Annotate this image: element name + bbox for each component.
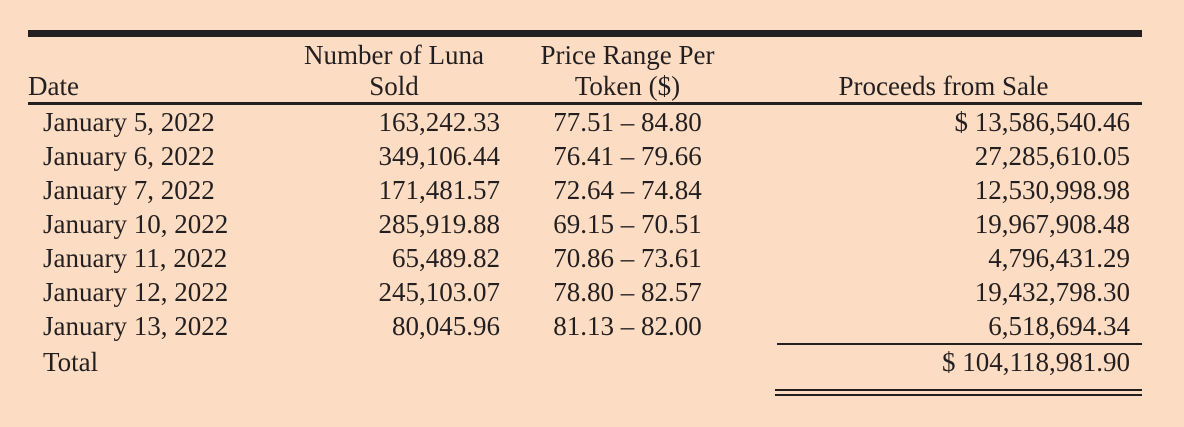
header-luna-sold: Number of Luna Sold [278,33,510,105]
total-single-rule: $ 104,118,981.90 [777,343,1142,379]
luna-sold-cell: 171,481.57 [378,175,501,205]
luna-sold-cell: 285,919.88 [378,209,501,239]
proceeds-cell: 12,530,998.98 [974,175,1130,205]
price-range-cell: 69.15 – 70.51 [553,209,702,239]
proceeds-cell: 27,285,610.05 [974,141,1130,171]
luna-sold-cell: 65,489.82 [392,243,500,273]
luna-sales-table: Date Number of Luna Sold Price Range Per… [28,30,1142,396]
price-range-cell: 78.80 – 82.57 [553,277,702,307]
date-cell: January 11, 2022 [43,243,228,273]
table-row: January 10, 2022 285,919.88 69.15 – 70.5… [28,207,1142,241]
price-range-cell: 76.41 – 79.66 [553,141,702,171]
total-luna-empty-cell [278,343,510,379]
table-row: January 6, 2022 349,106.44 76.41 – 79.66… [28,139,1142,173]
total-label: Total [43,347,99,377]
total-row: Total $ 104,118,981.90 [28,343,1142,379]
table-row: January 11, 2022 65,489.82 70.86 – 73.61… [28,241,1142,275]
header-row: Date Number of Luna Sold Price Range Per… [28,33,1142,105]
date-cell: January 13, 2022 [43,311,229,341]
date-cell: January 10, 2022 [43,209,229,239]
date-cell: January 6, 2022 [43,141,215,171]
table-row: January 5, 2022 163,242.33 77.51 – 84.80… [28,104,1142,140]
table-header: Date Number of Luna Sold Price Range Per… [28,33,1142,105]
header-date: Date [28,33,278,105]
header-luna-sold-line2: Sold [369,71,419,101]
proceeds-cell: 19,967,908.48 [974,209,1130,239]
header-proceeds: Proceeds from Sale [745,33,1142,105]
total-proceeds-value: $ 104,118,981.90 [942,347,1130,377]
total-price-empty-cell [510,343,745,379]
header-price-range-line2: Token ($) [574,71,681,101]
date-cell: January 7, 2022 [43,175,215,205]
total-proceeds-cell: $ 104,118,981.90 [745,343,1142,379]
date-cell: January 5, 2022 [43,107,215,137]
header-price-range: Price Range Per Token ($) [510,33,745,105]
luna-sold-cell: 80,045.96 [392,311,500,341]
table-row: January 7, 2022 171,481.57 72.64 – 74.84… [28,173,1142,207]
header-proceeds-label: Proceeds from Sale [838,71,1049,101]
proceeds-cell: 19,432,798.30 [974,277,1130,307]
proceeds-cell: $ 13,586,540.46 [954,107,1131,137]
table-body: January 5, 2022 163,242.33 77.51 – 84.80… [28,104,1142,396]
luna-sold-cell: 245,103.07 [378,277,501,307]
header-price-range-line1: Price Range Per [540,40,715,70]
price-range-cell: 72.64 – 74.84 [553,175,702,205]
luna-sold-cell: 163,242.33 [378,107,501,137]
price-range-cell: 81.13 – 82.00 [553,311,702,341]
price-range-cell: 77.51 – 84.80 [553,107,702,137]
luna-sold-cell: 349,106.44 [378,141,501,171]
price-range-cell: 70.86 – 73.61 [553,243,702,273]
table-row: January 12, 2022 245,103.07 78.80 – 82.5… [28,275,1142,309]
date-cell: January 12, 2022 [43,277,229,307]
proceeds-cell: 6,518,694.34 [988,311,1130,341]
total-double-rule [775,389,1142,396]
header-date-label: Date [28,71,79,101]
header-luna-sold-line1: Number of Luna [304,40,484,70]
table-row: January 13, 2022 80,045.96 81.13 – 82.00… [28,309,1142,343]
proceeds-cell: 4,796,431.29 [988,243,1130,273]
closing-rule-row [28,379,1142,396]
